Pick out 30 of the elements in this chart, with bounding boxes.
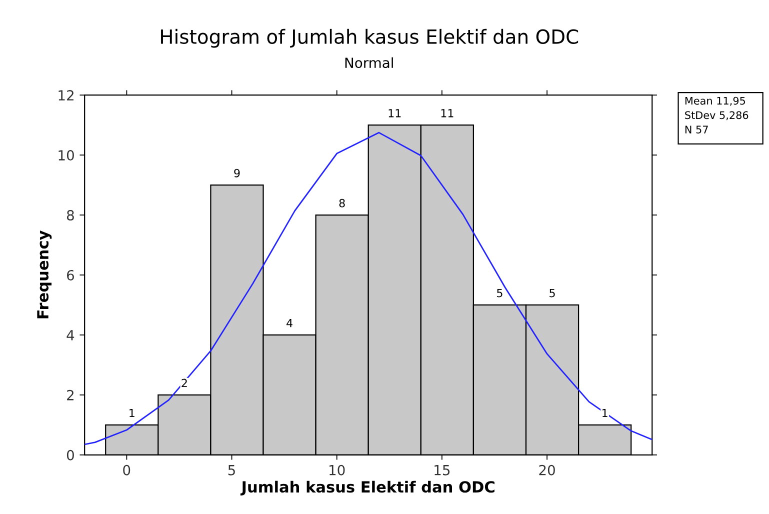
x-tick-label: 10	[330, 464, 345, 476]
data-label: 11	[388, 109, 401, 118]
x-axis-title: Jumlah kasus Elektif dan ODC	[240, 480, 494, 496]
data-label: 5	[550, 289, 555, 298]
y-tick-label: 12	[58, 90, 74, 100]
text: Mean 11,95	[685, 96, 746, 106]
y-tick-label: 0	[66, 450, 74, 460]
y-axis-title: Frequency	[37, 230, 52, 318]
data-label: 5	[497, 289, 502, 298]
data-label: 2	[182, 378, 187, 388]
data-label: 11	[441, 109, 454, 118]
x-tick-label: 5	[228, 465, 235, 476]
data-label: 1	[602, 408, 608, 418]
data-label: 9	[234, 168, 240, 178]
y-tick-label: 6	[67, 270, 74, 280]
y-tick-label: 8	[66, 210, 74, 220]
x-tick-label: 20	[539, 464, 555, 476]
y-tick-label: 4	[66, 330, 74, 340]
chart-subtitle: Normal	[345, 57, 393, 68]
chart-title: Histogram of Jumlah kasus Elektif dan ODC	[161, 28, 578, 48]
y-tick-label: 2	[67, 390, 74, 400]
data-label: 4	[286, 318, 292, 328]
data-label: 8	[339, 198, 345, 208]
y-tick-label: 10	[58, 150, 74, 161]
text: N 57	[685, 126, 708, 134]
line-series	[84, 132, 652, 446]
data-label: 1	[130, 408, 134, 418]
text: StDev 5,286	[685, 111, 748, 120]
x-tick-label: 15	[434, 465, 450, 476]
x-tick-label: 0	[123, 464, 130, 476]
